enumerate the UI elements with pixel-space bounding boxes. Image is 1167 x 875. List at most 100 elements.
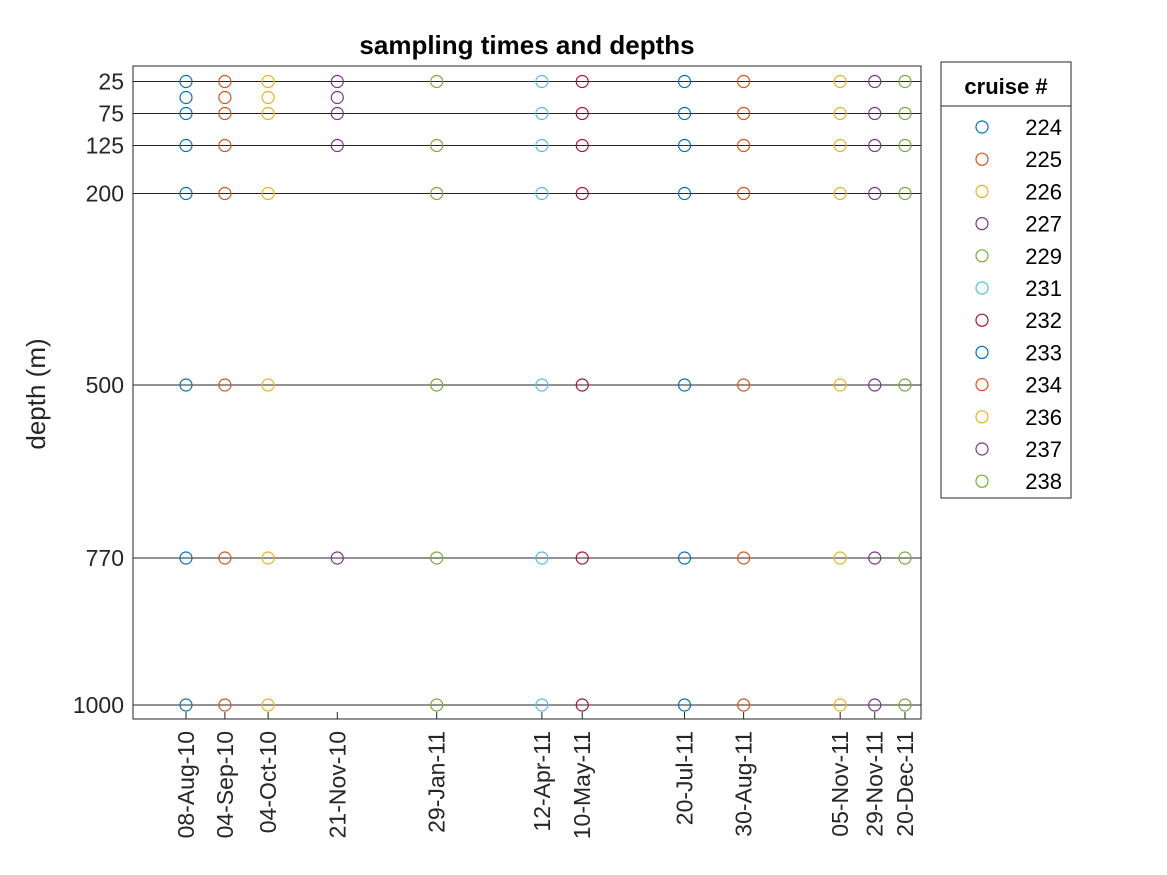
data-point-233 [677,138,692,153]
data-point-229 [430,138,444,153]
x-tick-label: 29-Jan-11 [424,731,450,833]
data-point-236 [833,378,847,392]
data-point-226 [261,186,275,201]
legend-title: cruise # [964,74,1047,99]
data-point-238 [898,186,912,201]
x-tick-label: 10-May-11 [569,731,595,839]
data-point-237 [868,138,882,153]
data-point-227 [330,551,344,565]
data-point-234 [737,106,751,121]
legend-marker [975,378,989,392]
data-point-238 [898,74,912,89]
legend-label: 236 [1025,405,1062,430]
data-point-238 [898,551,912,565]
data-point-238 [898,106,912,121]
legend-marker [975,442,989,456]
x-tick-label: 04-Oct-10 [255,731,281,833]
legend-marker [975,474,989,488]
legend-box [940,61,1072,499]
data-point-226 [261,698,275,712]
legend-marker [975,345,989,359]
data-point-227 [330,74,344,89]
legend-label: 231 [1025,276,1062,301]
data-point-225 [218,90,232,105]
data-point-233 [677,551,692,565]
data-point-224 [179,551,193,565]
data-point-237 [868,74,882,89]
x-tick-label: 04-Sep-10 [212,731,238,838]
data-point-231 [535,138,549,153]
data-point-226 [261,551,275,565]
y-axis-label: depth (m) [21,338,51,449]
legend-marker [975,184,989,198]
data-point-226 [261,74,275,89]
data-point-229 [430,551,444,565]
y-tick-label: 75 [98,101,124,127]
y-axis: 25 75 125 200 500 770 1000 [73,69,140,718]
data-point-237 [868,698,882,712]
grid-lines [133,81,921,706]
data-point-225 [218,106,232,121]
data-point-233 [677,106,692,121]
data-point-224 [179,698,193,712]
y-tick-label: 125 [86,133,124,159]
data-point-236 [833,698,847,712]
data-point-225 [218,551,232,565]
legend-label: 234 [1025,373,1062,398]
legend-marker [975,217,989,231]
data-point-225 [218,138,232,153]
data-point-234 [737,138,751,153]
legend-marker [975,410,989,424]
legend-label: 238 [1025,469,1062,494]
data-point-231 [535,186,549,201]
data-point-237 [868,106,882,121]
x-tick-label: 30-Aug-11 [731,731,757,837]
data-point-229 [430,378,444,392]
data-point-233 [677,74,692,89]
data-markers [179,74,912,712]
data-point-229 [430,186,444,201]
data-point-238 [898,138,912,153]
data-point-227 [330,106,344,121]
x-tick-label: 20-Dec-11 [892,731,918,837]
data-point-233 [677,698,692,712]
data-point-231 [535,106,549,121]
data-point-231 [535,378,549,392]
data-point-238 [898,698,912,712]
legend-label: 224 [1025,115,1062,140]
data-point-234 [737,378,751,392]
legend-label: 232 [1025,308,1062,333]
data-point-236 [833,74,847,89]
x-tick-label: 21-Nov-10 [324,731,350,838]
data-point-232 [575,551,589,565]
data-point-231 [535,698,549,712]
legend-label: 237 [1025,437,1062,462]
data-point-237 [868,378,882,392]
data-point-234 [737,74,751,89]
x-axis: 08-Aug-10 04-Sep-10 04-Oct-10 21-Nov-10 29-J… [173,712,918,839]
plot-area [132,65,922,720]
legend-label: 226 [1025,179,1062,204]
data-point-237 [868,551,882,565]
y-tick-label: 25 [98,69,124,95]
data-point-236 [833,186,847,201]
legend-marker [975,120,989,134]
data-point-226 [261,90,275,105]
data-point-225 [218,186,232,201]
data-point-224 [179,106,193,121]
data-point-232 [575,186,589,201]
data-point-234 [737,551,751,565]
data-point-227 [330,90,344,105]
legend-label: 227 [1025,212,1062,237]
y-tick-label: 1000 [73,692,124,718]
data-point-236 [833,551,847,565]
data-point-234 [737,186,751,201]
data-point-232 [575,74,589,89]
data-point-236 [833,138,847,153]
data-point-232 [575,106,589,121]
x-tick-label: 29-Nov-11 [862,731,888,837]
legend-marker [975,281,989,295]
data-point-225 [218,378,232,392]
data-point-232 [575,138,589,153]
